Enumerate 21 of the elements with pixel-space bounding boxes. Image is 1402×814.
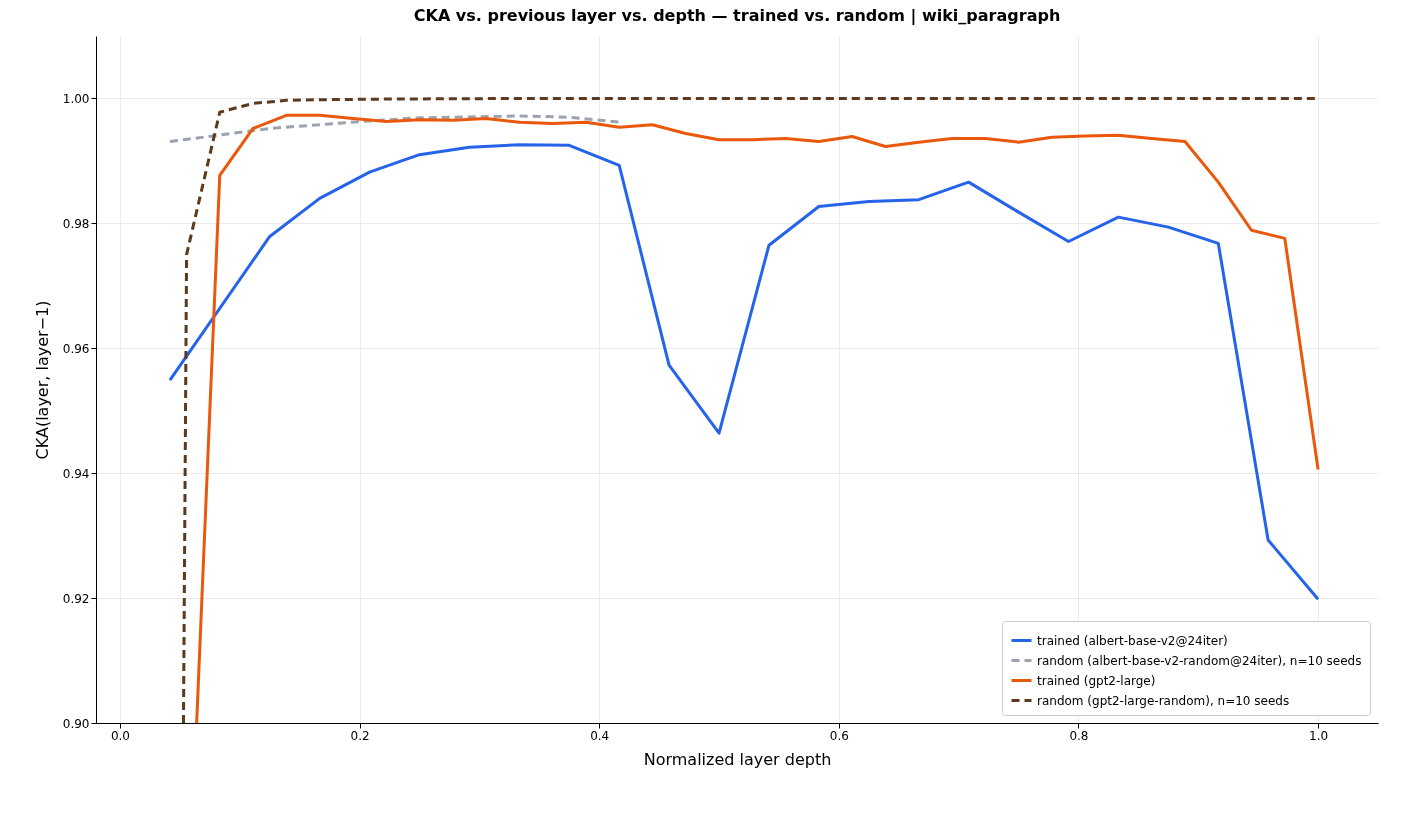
chart-title: CKA vs. previous layer vs. depth — trained vs. random | wiki_paragraph xyxy=(413,6,1061,26)
x-tick-label: 0.0 xyxy=(110,728,131,743)
y-tick-label: 0.98 xyxy=(62,216,90,231)
x-tick-label: 0.8 xyxy=(1069,728,1089,743)
y-tick-label: 0.94 xyxy=(62,466,90,481)
x-tick-label: 1.0 xyxy=(1309,728,1329,743)
y-tick-label: 0.90 xyxy=(62,716,90,731)
y-tick-label: 1.00 xyxy=(62,91,90,106)
x-tick-label: 0.6 xyxy=(829,728,849,743)
x-tick-label: 0.2 xyxy=(350,728,370,743)
line-series xyxy=(168,143,1320,601)
x-tick-label: 0.4 xyxy=(590,728,610,743)
y-tick-label: 0.92 xyxy=(62,591,90,606)
legend-label: trained (gpt2-large) xyxy=(1037,673,1156,688)
legend-label: trained (albert-base-v2@24iter) xyxy=(1037,633,1228,648)
y-tick-label: 0.96 xyxy=(62,341,90,356)
x-axis-title: Normalized layer depth xyxy=(643,749,832,769)
legend-label: random (albert-base-v2-random@24iter), n=10 seeds xyxy=(1037,653,1362,668)
legend-label: random (gpt2-large-random), n=10 seeds xyxy=(1037,693,1290,708)
y-axis-title: CKA(layer, layer−1) xyxy=(32,300,52,460)
line-series xyxy=(168,114,621,144)
